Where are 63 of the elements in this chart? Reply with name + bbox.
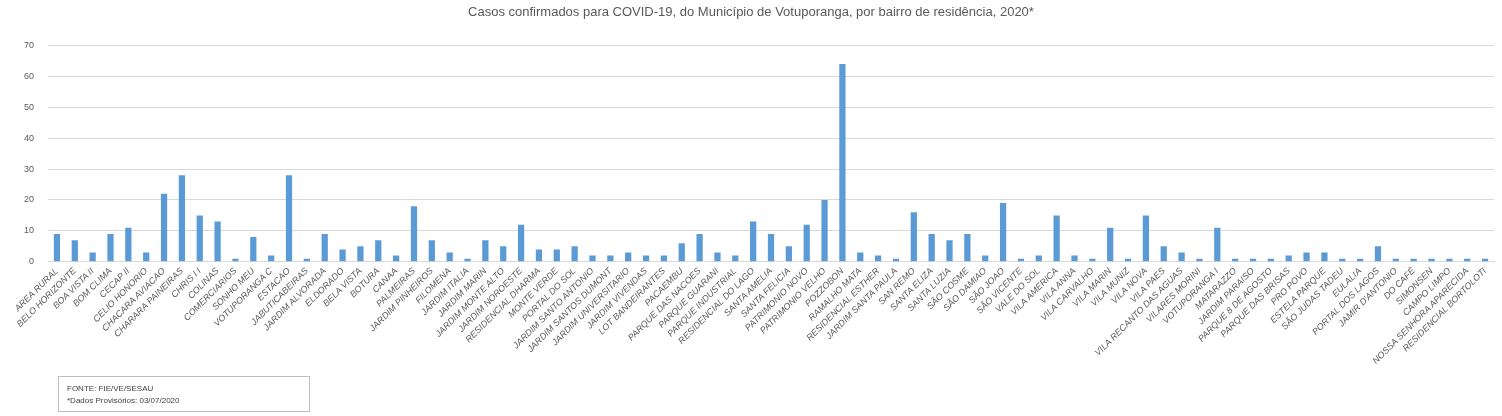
y-tick-label: 20: [24, 194, 35, 205]
bar: [339, 249, 346, 262]
bar: [375, 240, 382, 262]
bar: [321, 233, 328, 262]
bar: [964, 233, 971, 262]
bar: [1303, 252, 1310, 262]
bar: [500, 246, 507, 262]
y-tick-label: 30: [24, 163, 35, 174]
bar: [71, 240, 78, 262]
bar: [696, 233, 703, 262]
bar: [1321, 252, 1328, 262]
bar: [482, 240, 489, 262]
bar: [857, 252, 864, 262]
bar: [1214, 227, 1221, 262]
bar: [1071, 255, 1078, 262]
bar: [1374, 246, 1382, 262]
bar: [160, 193, 168, 262]
y-tick-label: 10: [24, 225, 35, 236]
y-tick-label: 60: [24, 70, 35, 81]
bar: [125, 227, 132, 262]
bar: [839, 63, 846, 262]
bar: [553, 249, 560, 262]
bar: [53, 233, 61, 262]
bar: [714, 252, 721, 262]
bar: [1178, 252, 1185, 262]
bar: [517, 224, 525, 262]
chart-title: Casos confirmados para COVID-19, do Município de Votuporanga, por bairro de residência, 2020*: [467, 4, 1035, 19]
bar: [196, 215, 203, 262]
bar: [214, 221, 221, 262]
bar: [446, 252, 453, 262]
bar: [535, 249, 543, 262]
bar: [410, 206, 418, 262]
bar: [571, 246, 578, 262]
bar: [89, 252, 96, 262]
bar: [428, 240, 435, 262]
bar: [678, 243, 685, 262]
bar: [1053, 215, 1060, 262]
bar: [250, 237, 257, 262]
bar: [589, 255, 596, 262]
bar: [1142, 215, 1150, 262]
bar: [178, 175, 186, 262]
y-tick-label: 50: [24, 101, 35, 112]
bar: [357, 246, 364, 262]
bar: [785, 246, 792, 262]
bar: [999, 203, 1007, 262]
bar: [928, 233, 935, 262]
bar: [143, 252, 150, 262]
y-tick-label: 40: [24, 132, 35, 143]
bar: [803, 224, 810, 262]
bar: [625, 252, 632, 262]
bar: [910, 212, 917, 262]
y-tick-label: 70: [24, 39, 35, 50]
source-note: FONTE: FIE/VE/SESAU: [67, 383, 155, 395]
bar: [107, 233, 114, 262]
bar: [946, 240, 953, 262]
bar: [1107, 227, 1114, 262]
bar: [767, 233, 775, 262]
bar: [750, 221, 757, 262]
bar: [285, 175, 293, 262]
text: *Dados Provisórios: 03/07/2020: [67, 395, 181, 407]
y-tick-label: 0: [29, 256, 35, 267]
bar: [821, 199, 828, 262]
bar: [1160, 246, 1167, 262]
